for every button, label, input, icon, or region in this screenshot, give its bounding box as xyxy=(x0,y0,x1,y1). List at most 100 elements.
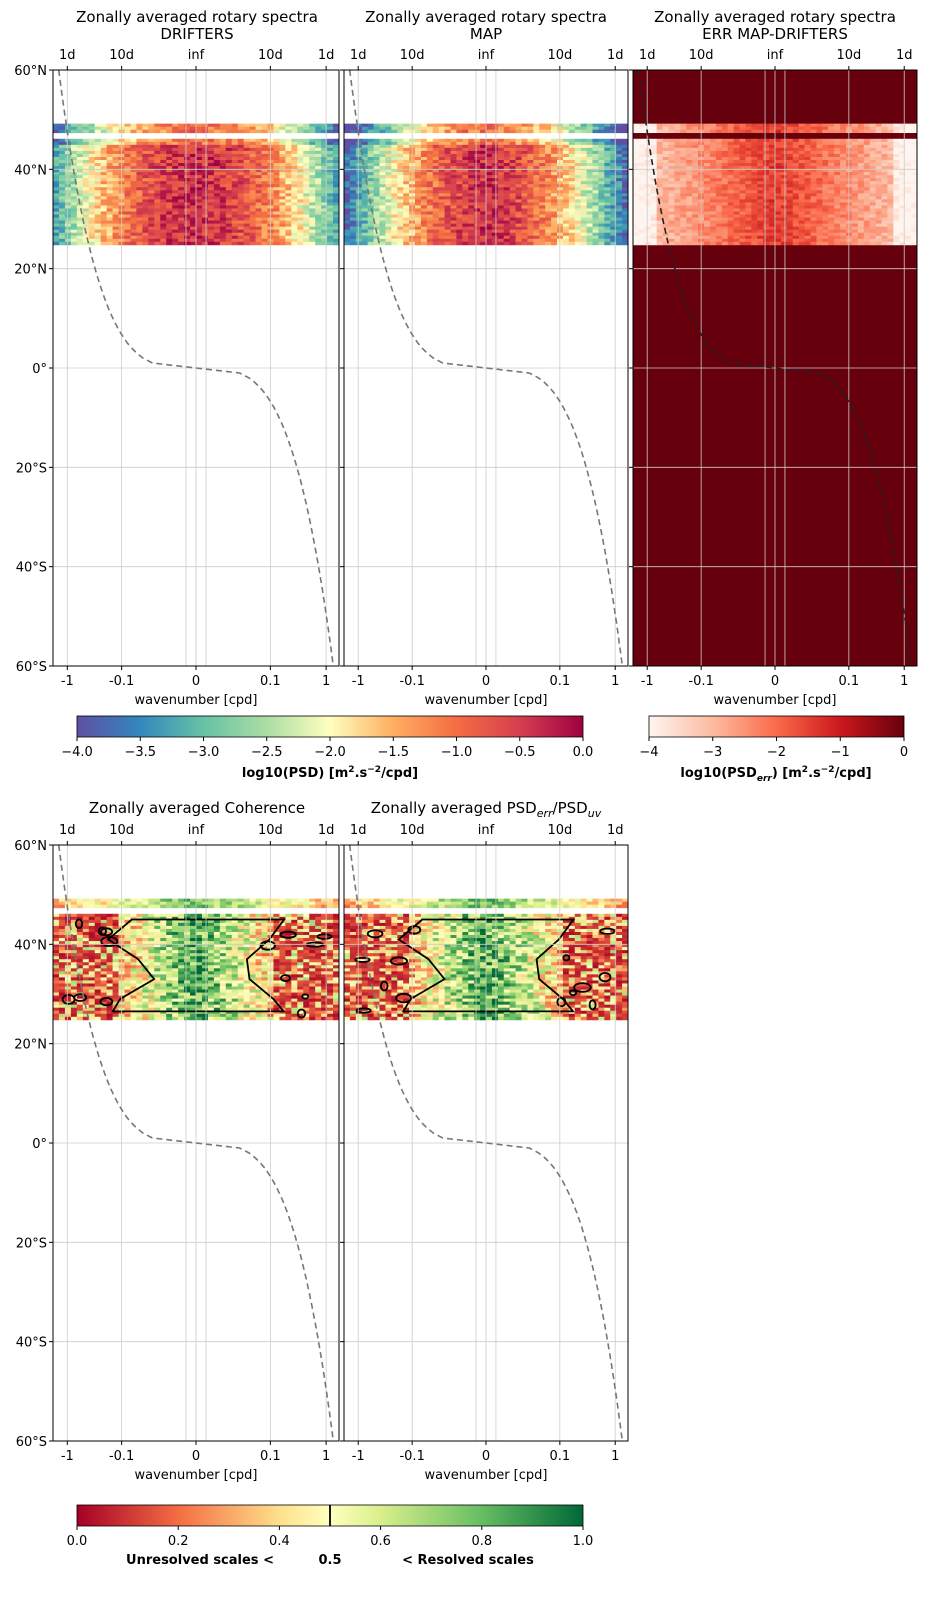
heatmap-cell xyxy=(468,223,475,228)
heatmap-cell xyxy=(196,126,203,131)
heatmap-cell xyxy=(515,208,522,212)
heatmap-cell xyxy=(94,229,102,234)
heatmap-cell xyxy=(604,235,611,240)
heatmap-cell xyxy=(450,196,457,200)
heatmap-cell xyxy=(124,144,131,149)
heatmap-cell xyxy=(403,196,410,200)
heatmap-cell xyxy=(592,178,599,182)
heatmap-cell xyxy=(148,160,155,164)
heatmap-cell xyxy=(385,208,392,212)
heatmap-cell xyxy=(403,232,410,237)
heatmap-cell xyxy=(668,156,675,161)
heatmap-cell xyxy=(686,169,693,173)
heatmap-cell xyxy=(804,129,811,134)
heatmap-cell xyxy=(438,172,445,176)
heatmap-cell xyxy=(196,220,203,225)
heatmap-cell xyxy=(568,193,576,197)
heatmap-cell xyxy=(190,141,197,146)
heatmap-cell xyxy=(94,193,102,197)
heatmap-cell xyxy=(124,241,131,246)
heatmap-cell xyxy=(780,187,788,191)
heatmap-cell xyxy=(315,187,322,191)
heatmap-cell xyxy=(261,163,268,167)
heatmap-cell xyxy=(509,229,516,234)
heatmap-cell xyxy=(130,217,137,221)
heatmap-cell xyxy=(775,153,782,158)
heatmap-cell xyxy=(828,190,835,194)
heatmap-cell xyxy=(291,205,298,209)
heatmap-cell xyxy=(834,147,841,152)
heatmap-cell xyxy=(297,181,304,185)
heatmap-cell xyxy=(881,178,888,182)
heatmap-cell xyxy=(112,205,119,209)
heatmap-cell xyxy=(616,190,623,194)
heatmap-cell xyxy=(243,129,251,134)
heatmap-cell xyxy=(321,126,328,131)
heatmap-cell xyxy=(172,199,179,203)
heatmap-cell xyxy=(899,163,906,167)
heatmap-cell xyxy=(486,235,493,240)
heatmap-cell xyxy=(911,144,918,149)
heatmap-cell xyxy=(638,190,646,194)
heatmap-cell xyxy=(486,172,493,176)
heatmap-cell xyxy=(715,144,723,149)
heatmap-cell xyxy=(662,184,669,188)
heatmap-cell xyxy=(875,202,882,206)
heatmap-cell xyxy=(420,129,428,134)
heatmap-cell xyxy=(142,187,149,191)
heatmap-cell xyxy=(273,178,280,182)
heatmap-cell xyxy=(100,181,108,185)
heatmap-cell xyxy=(178,147,185,152)
heatmap-cell xyxy=(373,217,380,221)
heatmap-cell xyxy=(106,202,113,206)
heatmap-cell xyxy=(373,184,380,188)
heatmap-cell xyxy=(303,238,310,243)
heatmap-cell xyxy=(344,214,351,218)
heatmap-cell xyxy=(243,232,251,237)
heatmap-cell xyxy=(196,229,203,234)
heatmap-cell xyxy=(231,150,239,155)
heatmap-cell xyxy=(231,241,239,246)
heatmap-cell xyxy=(857,126,865,131)
heatmap-cell xyxy=(709,181,717,185)
heatmap-cell xyxy=(662,160,669,164)
heatmap-cell xyxy=(444,190,451,194)
heatmap-cell xyxy=(154,187,161,191)
heatmap-cell xyxy=(486,190,493,194)
heatmap-cell xyxy=(88,187,96,191)
heatmap-cell xyxy=(692,123,699,128)
heatmap-cell xyxy=(184,147,191,152)
heatmap-cell xyxy=(391,187,398,191)
heatmap-cell xyxy=(580,175,587,179)
heatmap-cell xyxy=(763,126,770,131)
heatmap-cell xyxy=(160,123,167,128)
heatmap-cell xyxy=(403,223,410,228)
heatmap-cell xyxy=(321,187,328,191)
heatmap-cell xyxy=(397,144,404,149)
heatmap-cell xyxy=(438,126,445,131)
heatmap-cell xyxy=(816,193,823,197)
heatmap-cell xyxy=(70,141,78,146)
heatmap-cell xyxy=(333,156,340,161)
heatmap-cell xyxy=(58,232,66,237)
heatmap-cell xyxy=(333,202,340,206)
heatmap-cell xyxy=(291,220,298,225)
heatmap-cell xyxy=(349,147,357,152)
heatmap-cell xyxy=(709,190,717,194)
heatmap-cell xyxy=(438,193,445,197)
heatmap-cell xyxy=(415,187,422,191)
heatmap-cell xyxy=(574,138,582,143)
heatmap-cell xyxy=(545,123,552,128)
heatmap-cell xyxy=(172,126,179,131)
heatmap-cell xyxy=(662,126,669,131)
heatmap-cell xyxy=(261,205,268,209)
heatmap-cell xyxy=(178,181,185,185)
heatmap-cell xyxy=(798,153,805,158)
heatmap-cell xyxy=(574,123,582,128)
heatmap-cell xyxy=(610,187,617,191)
heatmap-cell xyxy=(184,169,191,173)
heatmap-cell xyxy=(769,144,776,149)
heatmap-cell xyxy=(397,214,404,218)
heatmap-cell xyxy=(828,196,835,200)
heatmap-cell xyxy=(130,187,137,191)
